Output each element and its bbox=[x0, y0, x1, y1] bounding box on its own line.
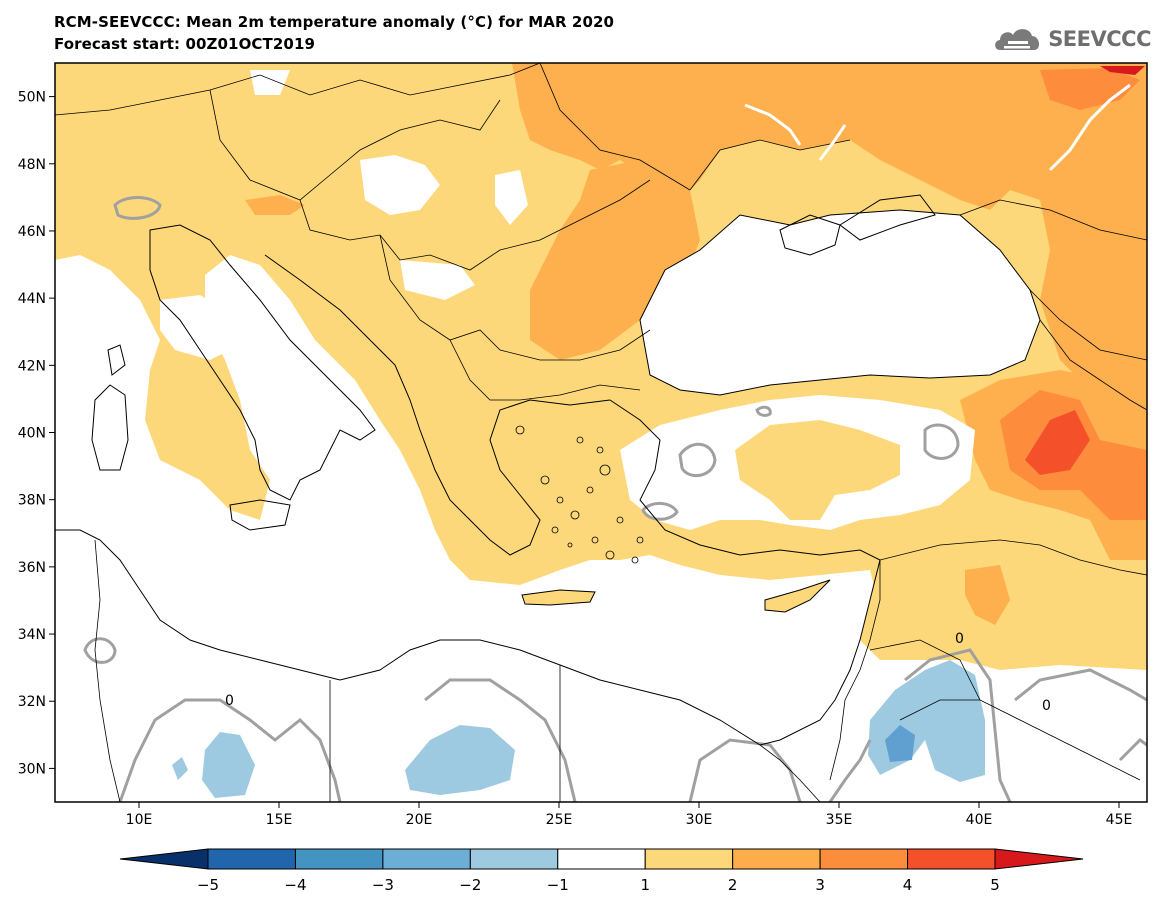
anomaly-4-5-region bbox=[1025, 410, 1090, 475]
colorbar-label: −1 bbox=[547, 876, 569, 894]
anomaly-2-3-region bbox=[512, 63, 1147, 420]
country-borders bbox=[55, 63, 1147, 802]
anomaly-minus-1-2-region bbox=[172, 757, 188, 780]
anomaly-gt5-region bbox=[1100, 66, 1145, 75]
contour-label: 0 bbox=[225, 693, 234, 709]
colorbar-segment bbox=[469, 848, 559, 870]
lon-tick-label: 40E bbox=[966, 812, 993, 828]
colorbar-extend-high bbox=[994, 848, 1084, 870]
seevccc-logo: SEEVCCC bbox=[992, 24, 1151, 54]
rivers bbox=[744, 83, 1131, 172]
colorbar-label: −5 bbox=[197, 876, 219, 894]
colorbar-label: 5 bbox=[990, 876, 1000, 894]
lon-tick-label: 25E bbox=[546, 812, 573, 828]
near-normal-region bbox=[55, 255, 1147, 802]
lat-tick-label: 40N bbox=[18, 426, 46, 442]
logo-text: SEEVCCC bbox=[1048, 27, 1151, 51]
lat-tick-label: 36N bbox=[18, 560, 46, 576]
lon-tick-label: 35E bbox=[826, 812, 853, 828]
anomaly-2-3-region bbox=[245, 195, 305, 215]
near-normal-region bbox=[55, 540, 130, 660]
anomaly-minus-2-3-region bbox=[885, 725, 915, 762]
near-normal-region bbox=[250, 70, 290, 95]
lat-tick-label: 42N bbox=[18, 358, 46, 374]
colorbar-label: 1 bbox=[640, 876, 650, 894]
colorbar-label: 4 bbox=[903, 876, 913, 894]
colorbar-label: −3 bbox=[372, 876, 394, 894]
colorbar-segment bbox=[732, 848, 821, 870]
anomaly-minus-1-2-region bbox=[405, 725, 515, 795]
near-normal-region bbox=[495, 170, 528, 225]
lat-tick-label: 38N bbox=[18, 493, 46, 509]
anomaly-3-4-region bbox=[1040, 68, 1140, 110]
lon-tick-label: 30E bbox=[686, 812, 713, 828]
near-normal-region bbox=[400, 260, 475, 300]
longitude-axis: 10E 15E 20E 25E 30E 35E 40E 45E bbox=[126, 802, 1133, 828]
aegean-islands bbox=[515, 425, 644, 564]
anomaly-2-3-region bbox=[530, 160, 700, 360]
lat-tick-label: 44N bbox=[18, 291, 46, 307]
map-title: RCM-SEEVCCC: Mean 2m temperature anomaly… bbox=[54, 13, 615, 31]
colorbar-segment bbox=[207, 848, 296, 870]
anomaly-1-2-region bbox=[735, 420, 900, 520]
anomaly-field bbox=[55, 63, 1147, 802]
colorbar-segment bbox=[294, 848, 384, 870]
forecast-start: Forecast start: 00Z01OCT2019 bbox=[54, 35, 316, 53]
near-normal-region bbox=[160, 295, 240, 360]
zero-contours bbox=[83, 196, 1147, 802]
lon-tick-label: 15E bbox=[266, 812, 293, 828]
contour-label: 0 bbox=[1042, 698, 1051, 714]
lon-tick-label: 10E bbox=[126, 812, 153, 828]
near-normal-region bbox=[640, 210, 1040, 395]
lon-tick-label: 20E bbox=[406, 812, 433, 828]
colorbar-label: −4 bbox=[284, 876, 306, 894]
lat-tick-label: 46N bbox=[18, 224, 46, 240]
latitude-axis: 50N 48N 46N 44N 42N 40N 38N 36N 34N 32N 30N bbox=[18, 90, 55, 777]
colorbar-segment bbox=[382, 848, 471, 870]
lat-tick-label: 48N bbox=[18, 157, 46, 173]
colorbar-segment bbox=[819, 848, 909, 870]
lat-tick-label: 30N bbox=[18, 761, 46, 777]
colorbar-extend-low bbox=[119, 848, 209, 870]
colorbar-segment bbox=[557, 848, 646, 870]
colorbar-label: 2 bbox=[728, 876, 738, 894]
cloud-icon bbox=[995, 29, 1040, 50]
contour-label: 0 bbox=[955, 631, 964, 647]
colorbar-label: −2 bbox=[459, 876, 481, 894]
anomaly-2-3-region bbox=[965, 565, 1010, 625]
lat-tick-label: 50N bbox=[18, 90, 46, 106]
lat-tick-label: 32N bbox=[18, 694, 46, 710]
anomaly-minus-1-2-region bbox=[202, 732, 255, 798]
lon-tick-label: 45E bbox=[1106, 812, 1133, 828]
anomaly-1-2-region bbox=[522, 590, 595, 605]
anomaly-1-2-region bbox=[765, 580, 830, 612]
near-normal-region bbox=[360, 155, 440, 215]
lat-tick-label: 34N bbox=[18, 627, 46, 643]
colorbar-segment bbox=[907, 848, 996, 870]
colorbar-label: 3 bbox=[815, 876, 825, 894]
coastlines bbox=[55, 194, 1041, 746]
colorbar: −5 −4 −3 −2 −1 1 2 3 4 5 bbox=[119, 848, 1084, 894]
colorbar-segment bbox=[644, 848, 734, 870]
